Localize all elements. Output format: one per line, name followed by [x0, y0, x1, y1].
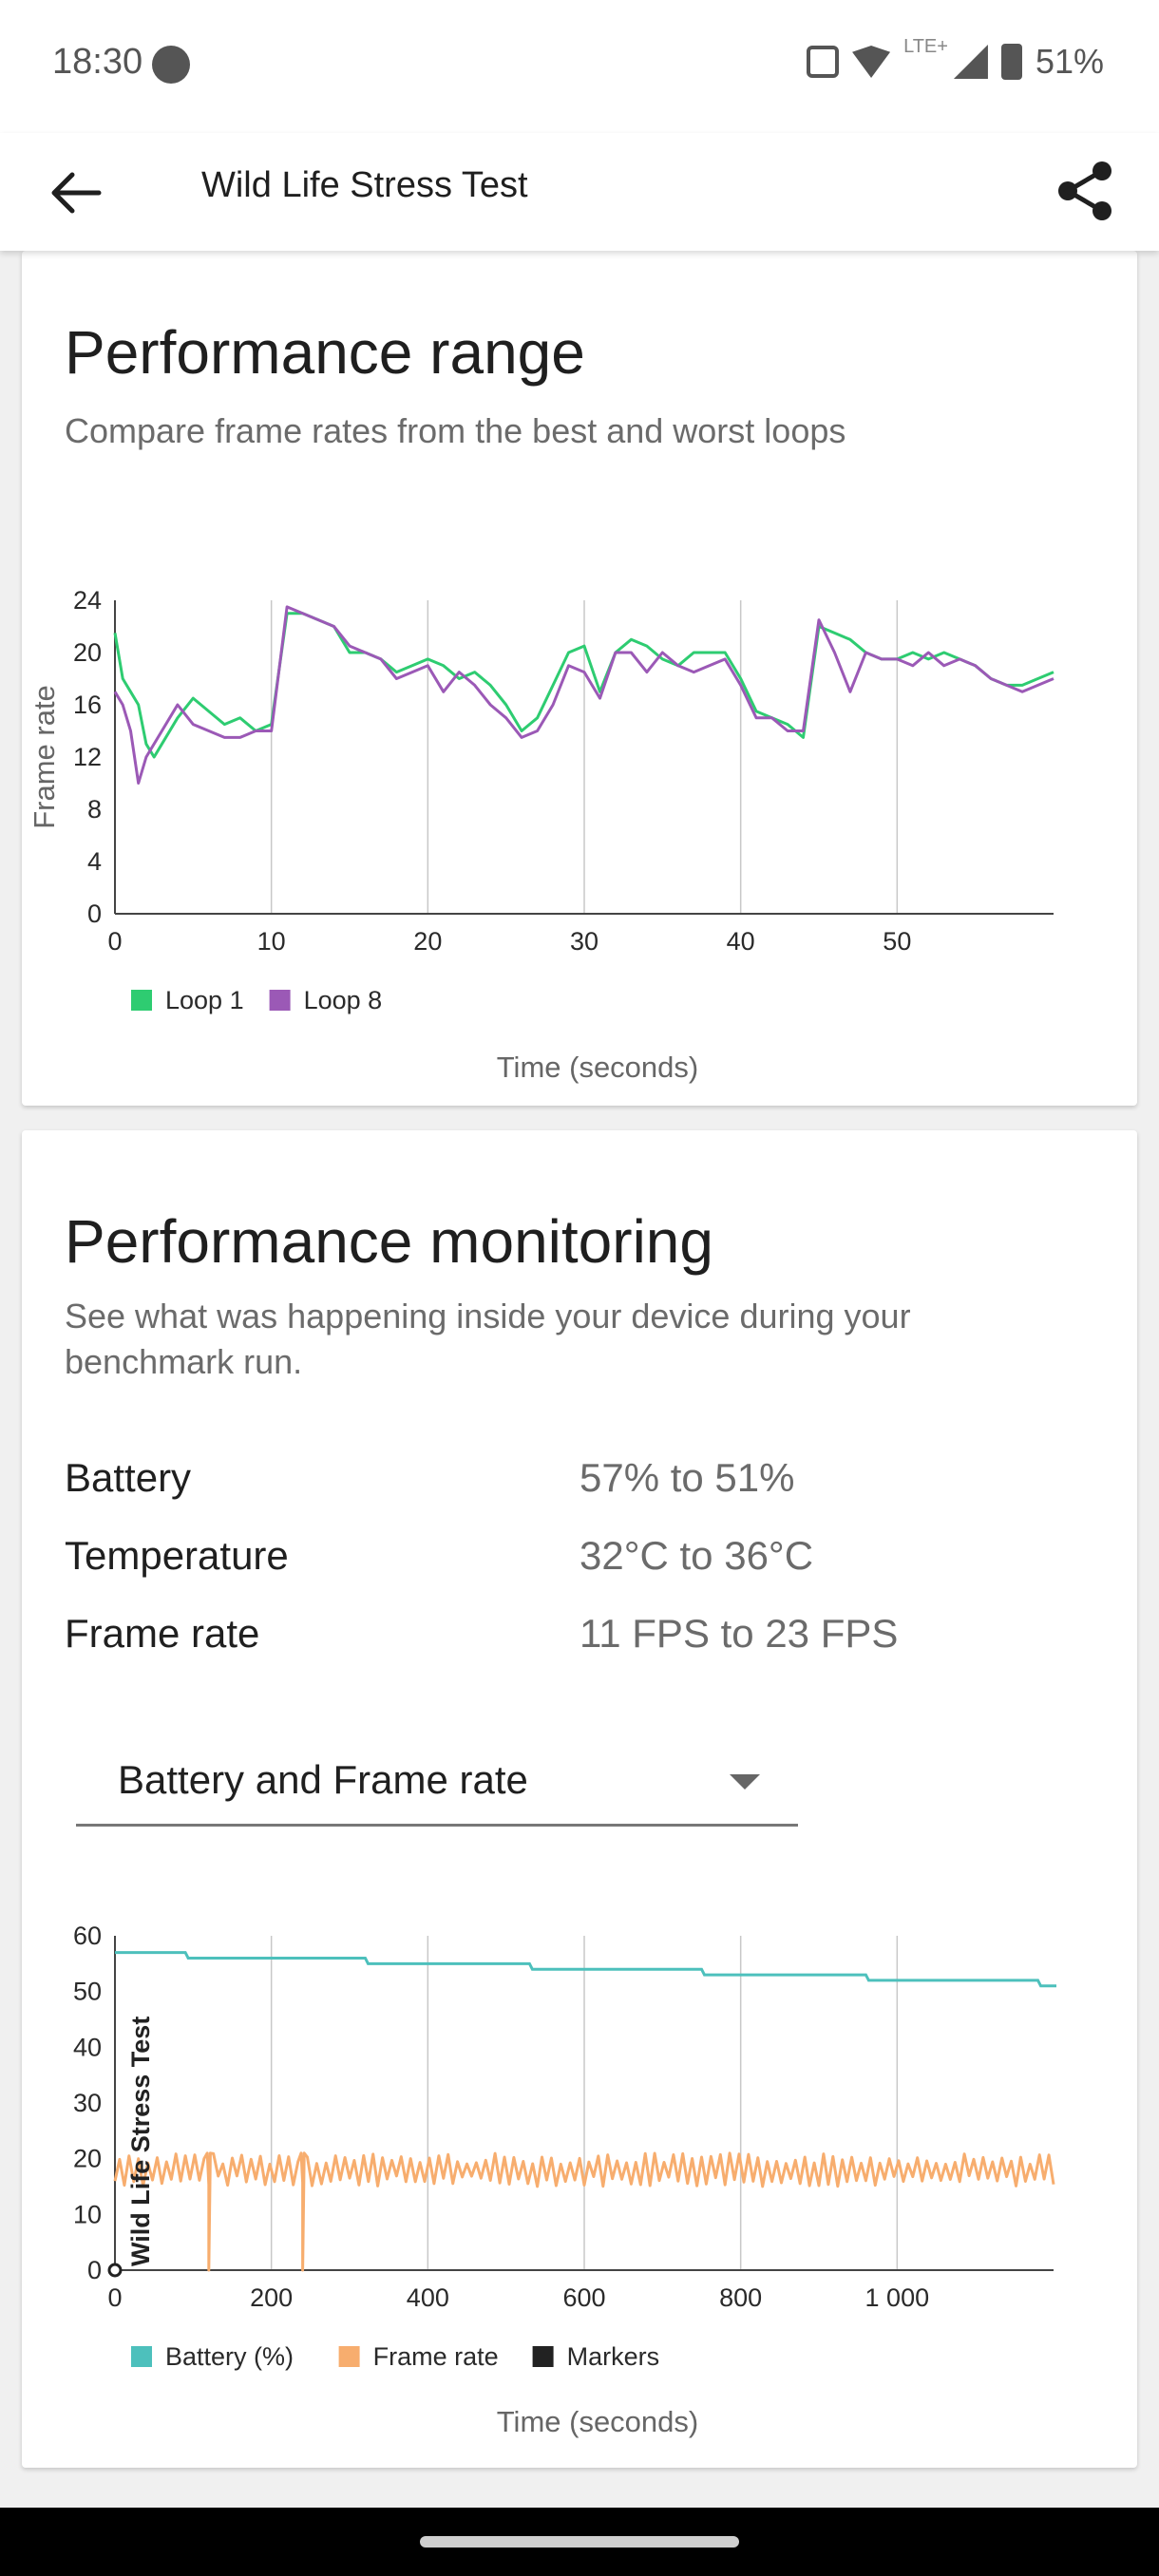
status-time: 18:30: [52, 42, 143, 82]
chevron-down-icon: [730, 1774, 760, 1790]
performance-monitoring-subtitle: See what was happening inside your devic…: [65, 1297, 911, 1381]
x-axis-title: Time (seconds): [497, 2405, 698, 2438]
status-icons: LTE+ 51%: [807, 36, 1104, 82]
legend-swatch: [532, 2346, 554, 2367]
marker-label: Wild Life Stress Test: [126, 2017, 155, 2266]
performance-range-card: Performance range Compare frame rates fr…: [22, 251, 1137, 1106]
stat-temperature-value: 32°C to 36°C: [580, 1533, 814, 1578]
legend-label-2: Loop 8: [304, 986, 383, 1014]
legend-swatch: [131, 990, 152, 1011]
stat-framerate-label: Frame rate: [65, 1611, 260, 1656]
y-tick-label: 10: [73, 2200, 102, 2228]
y-tick-label: 4: [87, 847, 102, 876]
performance-monitoring-card: Performance monitoring See what was happ…: [22, 1130, 1137, 2468]
share-icon[interactable]: [1054, 160, 1117, 222]
y-tick-label: 50: [73, 1978, 102, 2006]
y-tick-label: 60: [73, 1922, 102, 1950]
page-title: Wild Life Stress Test: [201, 165, 528, 205]
legend-label-2: Frame rate: [373, 2342, 499, 2371]
frame-rate-chart: 0 10 20 30 40 50 0 4 8 12 16 20 24 Frame rate Loop 1 Lo…: [28, 586, 1054, 1084]
y-tick-label: 30: [73, 2089, 102, 2117]
network-type: LTE+: [903, 36, 948, 57]
x-tick-label: 30: [570, 927, 598, 956]
battery-icon: [1000, 44, 1022, 80]
y-tick-label: 24: [73, 586, 102, 615]
x-tick-label: 800: [719, 2283, 762, 2312]
nfc-icon: [807, 46, 840, 78]
legend-label-1: Loop 1: [165, 986, 244, 1014]
y-tick-label: 0: [87, 2256, 102, 2284]
status-bar: 18:30 LTE+ 51%: [0, 0, 1159, 133]
signal-icon: [953, 45, 988, 79]
marker-point: [107, 2263, 123, 2278]
x-tick-label: 200: [250, 2283, 293, 2312]
stat-temperature-label: Temperature: [65, 1533, 289, 1578]
x-tick-label: 0: [107, 927, 122, 956]
y-tick-label: 20: [73, 638, 102, 667]
messenger-icon: [152, 46, 190, 84]
battery-line: [115, 1951, 1056, 1988]
x-tick-label: 1 000: [865, 2283, 930, 2312]
legend-label-3: Markers: [567, 2342, 660, 2371]
series-line-2: [113, 605, 1054, 785]
y-tick-label: 12: [73, 743, 102, 771]
monitoring-chart: 0 200 400 600 800 1 000 0 10 20 30 40 50 60 Wild Life…: [73, 1922, 1056, 2438]
home-gesture-handle[interactable]: [420, 2536, 739, 2548]
y-tick-label: 8: [87, 795, 102, 824]
x-tick-label: 20: [413, 927, 442, 956]
stat-battery-value: 57% to 51%: [580, 1455, 795, 1500]
legend-swatch: [338, 2346, 360, 2367]
legend-swatch: [131, 2346, 152, 2367]
x-tick-label: 0: [107, 2283, 122, 2312]
x-tick-label: 600: [562, 2283, 605, 2312]
x-tick-label: 40: [727, 927, 755, 956]
x-axis-title: Time (seconds): [497, 1051, 698, 1084]
performance-monitoring-title: Performance monitoring: [65, 1207, 713, 1276]
y-tick-label: 0: [87, 900, 102, 928]
stat-framerate-value: 11 FPS to 23 FPS: [580, 1611, 899, 1656]
arrow-left-icon[interactable]: [48, 169, 104, 217]
y-tick-label: 20: [73, 2145, 102, 2173]
y-tick-label: 16: [73, 691, 102, 719]
dropdown-selected: Battery and Frame rate: [118, 1757, 528, 1802]
stat-battery-label: Battery: [65, 1455, 192, 1500]
performance-range-subtitle: Compare frame rates from the best and wo…: [65, 411, 846, 450]
performance-range-title: Performance range: [65, 318, 585, 387]
x-tick-label: 10: [257, 927, 286, 956]
navigation-bar: [0, 2508, 1159, 2576]
battery-percent: 51%: [1035, 42, 1104, 81]
app-bar: Wild Life Stress Test: [0, 133, 1159, 251]
y-axis-title: Frame rate: [28, 685, 61, 829]
x-tick-label: 50: [883, 927, 911, 956]
wifi-icon: [852, 46, 891, 78]
y-tick-label: 40: [73, 2033, 102, 2061]
legend-swatch: [269, 990, 291, 1011]
chart-type-dropdown[interactable]: Battery and Frame rate: [76, 1738, 798, 1827]
framerate-line: [113, 2151, 1055, 2272]
x-tick-label: 400: [407, 2283, 449, 2312]
legend-label-1: Battery (%): [165, 2342, 294, 2371]
